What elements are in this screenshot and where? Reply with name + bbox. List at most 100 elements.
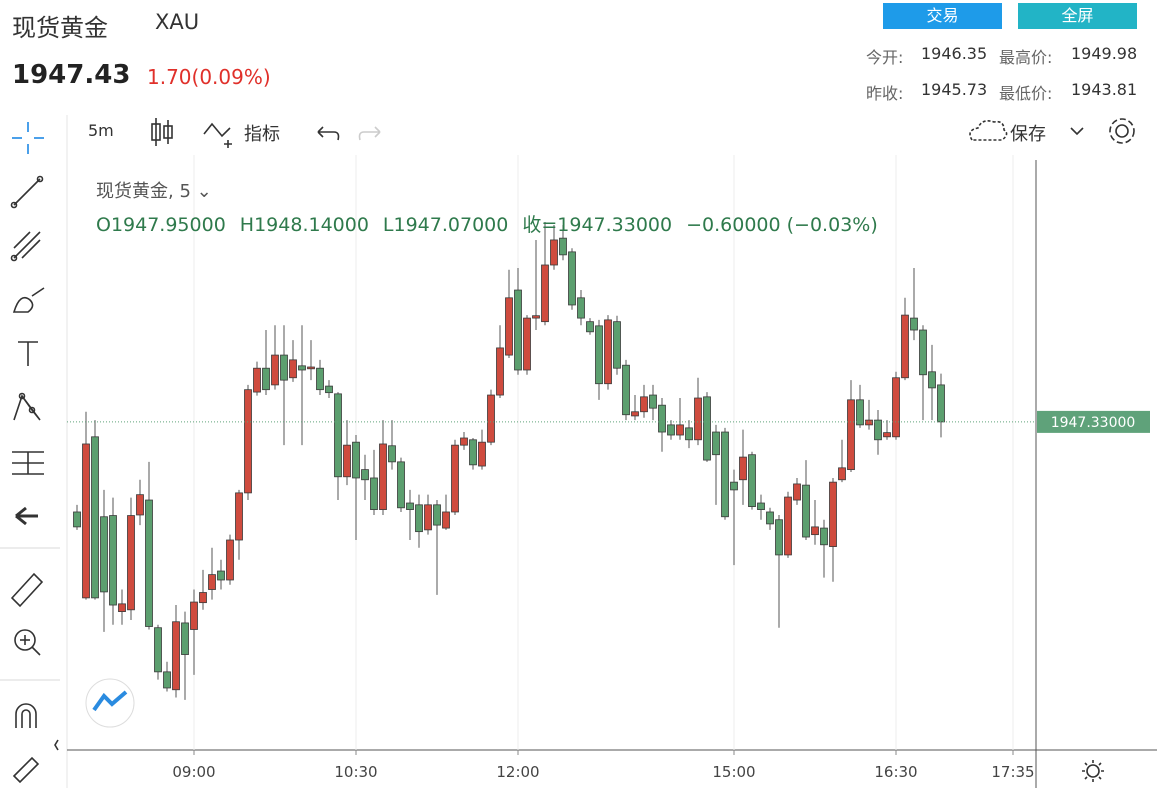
x-tick-label: 16:30 [874, 763, 917, 781]
candle-body [685, 427, 693, 441]
candle-body [91, 436, 99, 599]
last-price: 1947.43 [12, 60, 131, 90]
candle-body [190, 601, 198, 630]
stat-value: 1946.35 [921, 44, 988, 63]
candle-body [838, 467, 846, 481]
magnet-tool[interactable] [15, 703, 37, 728]
candle-body [226, 539, 234, 581]
crosshair-tool[interactable] [12, 122, 44, 154]
trade-button[interactable]: 交易 [883, 3, 1002, 29]
line-tool[interactable] [10, 175, 44, 209]
candle-body [415, 504, 423, 533]
candle-body [334, 393, 342, 478]
candle-body [172, 621, 180, 691]
candle-body [676, 424, 684, 436]
candle-body [208, 574, 216, 590]
candle-body [523, 317, 531, 371]
candle-body [235, 492, 243, 541]
ohlc-legend: O1947.95000 H1948.14000 L1947.07000 收=1947.… [96, 210, 878, 237]
stat-label: 最低价: [999, 84, 1053, 103]
legend-title: 现货黄金, 5 ⌄ [96, 181, 212, 202]
interval[interactable]: 5m [88, 121, 114, 140]
undo[interactable] [317, 126, 340, 141]
candle-body [703, 396, 711, 461]
candle-body [244, 389, 252, 494]
collapse[interactable] [54, 739, 59, 751]
candle-body [604, 319, 612, 385]
stat-label: 今开: [866, 48, 904, 67]
candle-body [361, 469, 369, 481]
lock-tool[interactable] [12, 756, 40, 784]
indicators[interactable]: 指标 [244, 124, 280, 145]
fib-tool[interactable] [10, 231, 41, 262]
indicator-icon[interactable] [203, 122, 232, 148]
save-menu[interactable] [1070, 127, 1084, 136]
top-toolbar [54, 118, 1135, 782]
candle-body [928, 371, 936, 389]
candle-type[interactable] [151, 118, 173, 146]
candle-body [649, 394, 657, 409]
candle-body [793, 483, 801, 501]
x-tick-label: 10:30 [334, 763, 377, 781]
stat-label: 最高价: [999, 48, 1053, 67]
candle-body [757, 502, 765, 510]
candle-body [352, 441, 360, 479]
x-tick-label: 15:00 [712, 763, 755, 781]
ruler-tool[interactable] [10, 572, 44, 608]
candle-body [325, 385, 333, 394]
candle-body [262, 367, 270, 391]
fullscreen-button[interactable]: 全屏 [1018, 3, 1137, 29]
candle-body [766, 511, 774, 525]
brush-tool[interactable] [12, 287, 45, 313]
price-change: 1.70(0.09%) [147, 65, 271, 89]
candle-body [289, 359, 297, 379]
candle-body [298, 365, 306, 371]
candle-body [892, 377, 900, 438]
candle-body [910, 317, 918, 331]
candle-body [460, 437, 468, 446]
candle-body [568, 251, 576, 306]
candle-body [658, 404, 666, 433]
axis-settings[interactable] [1082, 760, 1104, 782]
candle-body [199, 592, 207, 604]
redo[interactable] [358, 126, 381, 141]
ohlc-low: L1947.07000 [382, 214, 509, 236]
back-arrow[interactable] [15, 506, 38, 526]
candle-body [550, 239, 558, 266]
candle-body [577, 297, 585, 319]
candle-body [883, 432, 891, 438]
candle-body [874, 419, 882, 441]
candle-body [802, 484, 810, 538]
ohlc-high: H1948.14000 [239, 214, 369, 236]
stat-value: 1949.98 [1071, 44, 1138, 63]
last-price-label: 1947.33000 [1051, 415, 1136, 431]
candle-body [406, 502, 414, 510]
measure-tool[interactable] [12, 451, 44, 475]
pattern-tool[interactable] [13, 392, 41, 421]
text-tool[interactable] [18, 341, 38, 366]
candle-body [127, 515, 135, 611]
candle-body [118, 603, 126, 612]
candle-body [532, 315, 540, 319]
candle-body [811, 526, 819, 536]
candle-body [442, 511, 450, 529]
save-icon[interactable] [969, 120, 1008, 141]
candle-body [451, 444, 459, 513]
candle-body [505, 297, 513, 356]
settings[interactable] [1109, 118, 1135, 144]
candle-body [280, 354, 288, 381]
instrument-code: XAU [155, 10, 200, 34]
candle-body [748, 454, 756, 508]
candle-body [379, 443, 387, 510]
candle-body [739, 456, 747, 481]
candle-body [163, 671, 171, 689]
candle-body [919, 329, 927, 376]
zoom-tool[interactable] [14, 629, 41, 656]
candle-body [775, 519, 783, 556]
candle-body [622, 364, 630, 416]
logo [92, 690, 128, 712]
save[interactable]: 保存 [1010, 124, 1046, 145]
candle-body [694, 397, 702, 441]
